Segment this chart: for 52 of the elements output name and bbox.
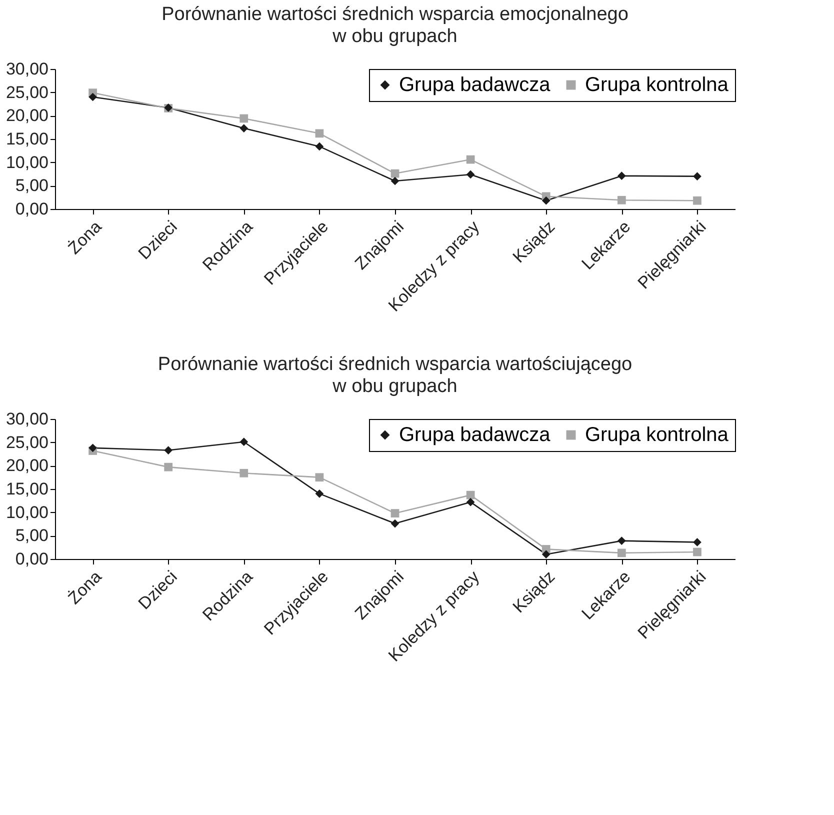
y-tick-label: 20,00 (6, 106, 48, 126)
point (240, 438, 248, 446)
point (164, 446, 173, 454)
point (693, 172, 702, 181)
point (693, 538, 702, 546)
y-tick-label: 30,00 (6, 410, 48, 428)
chart-subtitle: w obu grupach (332, 376, 458, 397)
point (88, 92, 97, 102)
point (542, 196, 550, 205)
point (693, 548, 702, 556)
point (542, 550, 550, 559)
point (693, 196, 702, 205)
y-tick-label: 30,00 (6, 60, 48, 78)
y-tick-label: 25,00 (6, 432, 48, 452)
y-tick-label: 10,00 (6, 502, 48, 522)
point (315, 489, 324, 498)
point (315, 473, 324, 482)
legend-label: Grupa kontrolna (585, 424, 730, 446)
legend-label: Grupa badawcza (399, 74, 552, 96)
point (390, 176, 400, 186)
y-tick-label: 5,00 (15, 526, 48, 546)
y-tick-label: 5,00 (15, 176, 48, 196)
legend-label: Grupa badawcza (399, 424, 552, 446)
y-tick-label: 25,00 (6, 82, 48, 102)
point (390, 169, 400, 178)
y-tick-label: 0,00 (15, 200, 48, 218)
y-tick-label: 0,00 (15, 550, 48, 568)
point (466, 498, 475, 506)
point (617, 548, 626, 558)
y-tick-label: 15,00 (6, 480, 48, 498)
point (240, 468, 248, 478)
chart-subtitle: w obu grupach (332, 26, 458, 47)
point (164, 462, 173, 472)
point (466, 155, 475, 164)
point (315, 129, 324, 138)
point (88, 444, 97, 452)
point (617, 536, 626, 545)
legend-label: Grupa kontrolna (585, 74, 730, 96)
point (240, 114, 248, 123)
point (390, 519, 400, 528)
point (466, 170, 475, 179)
y-tick-label: 15,00 (6, 130, 48, 148)
point (617, 196, 626, 204)
point (466, 490, 475, 500)
y-tick-label: 20,00 (6, 456, 48, 476)
point (617, 172, 626, 180)
chart-title: Porównanie wartości średnich wsparcia wartościującego (158, 354, 632, 375)
point (390, 509, 400, 518)
y-tick-label: 10,00 (6, 152, 48, 172)
point (240, 124, 248, 132)
point (315, 142, 324, 151)
chart-title: Porównanie wartości średnich wsparcia emocjonalnego (162, 4, 628, 25)
